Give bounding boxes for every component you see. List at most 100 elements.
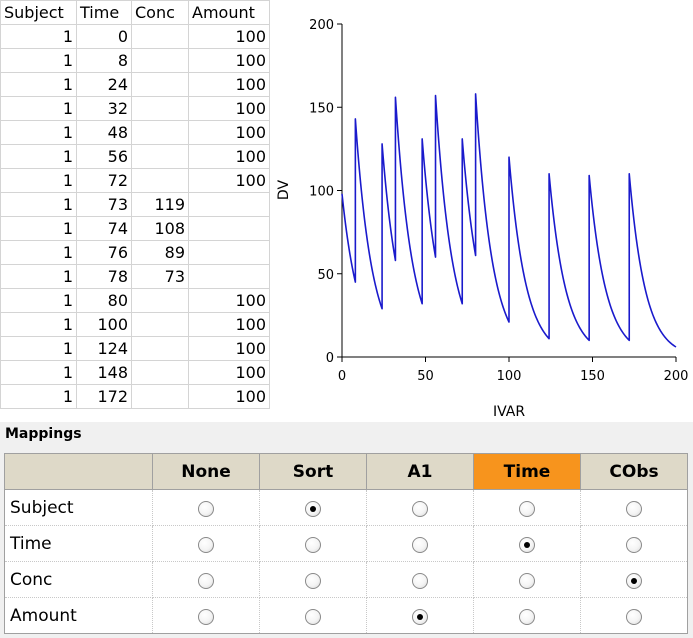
cell-amount[interactable]: 100 [188,96,270,121]
cell-amount[interactable]: 100 [188,24,270,49]
radio-time-none[interactable] [198,536,214,553]
cell-amount[interactable]: 100 [188,144,270,169]
cell-conc[interactable] [131,360,189,385]
cell-time[interactable]: 80 [76,288,132,313]
cell-subject[interactable]: 1 [0,288,77,313]
cell-amount[interactable]: 100 [188,168,270,193]
cell-conc[interactable] [131,312,189,337]
table-row[interactable]: 1 72 100 [0,168,270,193]
table-row[interactable]: 1 24 100 [0,72,270,97]
radio-time-a1[interactable] [412,536,428,553]
table-row[interactable]: 1 172 100 [0,384,270,409]
cell-subject[interactable]: 1 [0,48,77,73]
cell-amount[interactable]: 100 [188,312,270,337]
cell-time[interactable]: 172 [76,384,132,409]
mapping-column-time[interactable]: Time [473,453,581,490]
cell-amount[interactable]: 100 [188,336,270,361]
cell-conc[interactable] [131,384,189,409]
column-header-time[interactable]: Time [76,0,132,25]
cell-amount[interactable]: 100 [188,384,270,409]
cell-time[interactable]: 72 [76,168,132,193]
cell-subject[interactable]: 1 [0,72,77,97]
table-row[interactable]: 1 48 100 [0,120,270,145]
cell-subject[interactable]: 1 [0,216,77,241]
cell-amount[interactable]: 100 [188,288,270,313]
cell-subject[interactable]: 1 [0,336,77,361]
cell-amount[interactable] [188,240,270,265]
cell-time[interactable]: 73 [76,192,132,217]
cell-conc[interactable] [131,48,189,73]
cell-time[interactable]: 78 [76,264,132,289]
cell-subject[interactable]: 1 [0,360,77,385]
cell-conc[interactable] [131,144,189,169]
cell-conc[interactable] [131,120,189,145]
table-row[interactable]: 1 0 100 [0,24,270,49]
table-row[interactable]: 1 76 89 [0,240,270,265]
radio-conc-cobs[interactable] [626,572,642,589]
cell-conc[interactable] [131,288,189,313]
cell-time[interactable]: 74 [76,216,132,241]
cell-time[interactable]: 76 [76,240,132,265]
radio-subject-time[interactable] [519,500,535,517]
cell-conc[interactable]: 119 [131,192,189,217]
cell-subject[interactable]: 1 [0,384,77,409]
cell-conc[interactable]: 108 [131,216,189,241]
cell-time[interactable]: 0 [76,24,132,49]
radio-time-sort[interactable] [305,536,321,553]
cell-subject[interactable]: 1 [0,192,77,217]
mapping-column-cobs[interactable]: CObs [580,453,688,490]
mapping-column-sort[interactable]: Sort [259,453,367,490]
radio-conc-time[interactable] [519,572,535,589]
cell-subject[interactable]: 1 [0,264,77,289]
radio-amount-a1[interactable] [412,608,428,625]
radio-subject-a1[interactable] [412,500,428,517]
cell-amount[interactable]: 100 [188,120,270,145]
cell-time[interactable]: 100 [76,312,132,337]
table-row[interactable]: 1 56 100 [0,144,270,169]
cell-conc[interactable]: 73 [131,264,189,289]
cell-conc[interactable]: 89 [131,240,189,265]
table-row[interactable]: 1 78 73 [0,264,270,289]
cell-time[interactable]: 8 [76,48,132,73]
cell-conc[interactable] [131,336,189,361]
table-row[interactable]: 1 100 100 [0,312,270,337]
radio-conc-none[interactable] [198,572,214,589]
radio-time-time[interactable] [519,536,535,553]
cell-conc[interactable] [131,72,189,97]
radio-subject-none[interactable] [198,500,214,517]
radio-conc-a1[interactable] [412,572,428,589]
cell-subject[interactable]: 1 [0,120,77,145]
table-row[interactable]: 1 8 100 [0,48,270,73]
cell-time[interactable]: 56 [76,144,132,169]
cell-amount[interactable] [188,192,270,217]
table-row[interactable]: 1 124 100 [0,336,270,361]
radio-subject-cobs[interactable] [626,500,642,517]
cell-time[interactable]: 148 [76,360,132,385]
column-header-conc[interactable]: Conc [131,0,189,25]
table-row[interactable]: 1 80 100 [0,288,270,313]
cell-subject[interactable]: 1 [0,24,77,49]
radio-amount-cobs[interactable] [626,608,642,625]
radio-amount-time[interactable] [519,608,535,625]
cell-conc[interactable] [131,168,189,193]
radio-subject-sort[interactable] [305,500,321,517]
column-header-subject[interactable]: Subject [0,0,77,25]
cell-time[interactable]: 48 [76,120,132,145]
cell-amount[interactable]: 100 [188,72,270,97]
cell-amount[interactable] [188,264,270,289]
table-row[interactable]: 1 148 100 [0,360,270,385]
table-row[interactable]: 1 73 119 [0,192,270,217]
radio-conc-sort[interactable] [305,572,321,589]
cell-subject[interactable]: 1 [0,240,77,265]
cell-conc[interactable] [131,24,189,49]
cell-time[interactable]: 32 [76,96,132,121]
table-row[interactable]: 1 74 108 [0,216,270,241]
cell-conc[interactable] [131,96,189,121]
radio-amount-none[interactable] [198,608,214,625]
cell-time[interactable]: 124 [76,336,132,361]
cell-time[interactable]: 24 [76,72,132,97]
cell-subject[interactable]: 1 [0,312,77,337]
cell-subject[interactable]: 1 [0,144,77,169]
cell-subject[interactable]: 1 [0,96,77,121]
radio-time-cobs[interactable] [626,536,642,553]
